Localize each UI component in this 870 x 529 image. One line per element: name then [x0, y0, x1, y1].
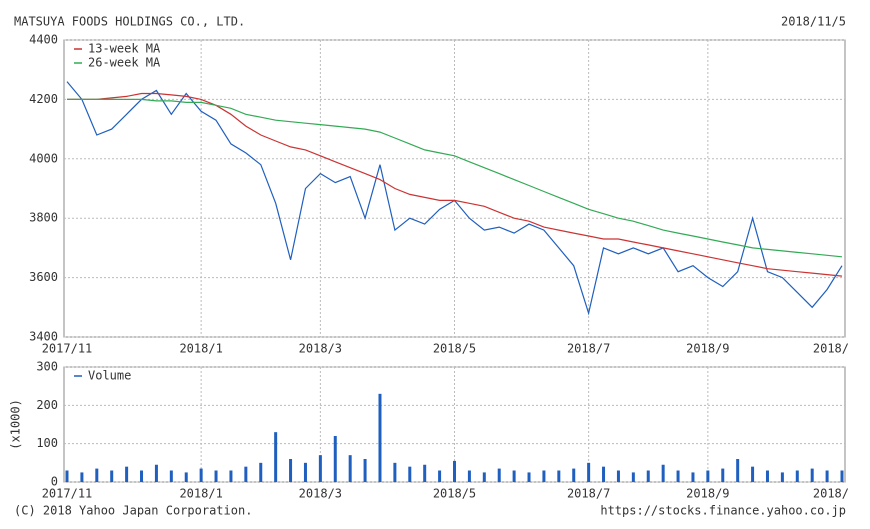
- volume-bar: [363, 459, 367, 482]
- volume-bar: [691, 472, 695, 482]
- volume-bar: [810, 468, 814, 482]
- volume-bar: [229, 470, 233, 482]
- volume-bar: [244, 466, 248, 482]
- x-tick-label: 2018/9: [686, 487, 729, 501]
- volume-bar: [95, 468, 99, 482]
- x-tick-label: 2018/: [813, 487, 849, 501]
- volume-bar: [616, 470, 620, 482]
- x-tick-label: 2018/1: [179, 342, 222, 356]
- volume-bar: [780, 472, 784, 482]
- y-tick-label: 200: [36, 398, 58, 412]
- volume-bar: [110, 470, 114, 482]
- y-tick-label: 0: [51, 475, 58, 489]
- volume-bar: [557, 470, 561, 482]
- volume-bar: [736, 459, 740, 482]
- x-tick-label: 2017/11: [42, 342, 93, 356]
- volume-bar: [631, 472, 635, 482]
- y-axis-label: (x1000): [9, 399, 23, 450]
- volume-bar: [274, 432, 278, 482]
- volume-bar: [199, 468, 203, 482]
- x-tick-label: 2018/3: [299, 487, 342, 501]
- volume-bar: [214, 470, 218, 482]
- volume-bar: [676, 470, 680, 482]
- y-tick-label: 3800: [29, 211, 58, 225]
- x-tick-label: 2018/7: [567, 342, 610, 356]
- y-tick-label: 3400: [29, 330, 58, 344]
- y-tick-label: 4200: [29, 92, 58, 106]
- volume-bar: [423, 464, 427, 482]
- volume-bar: [303, 462, 307, 482]
- volume-bar: [497, 468, 501, 482]
- y-tick-label: 3600: [29, 270, 58, 284]
- x-tick-label: 2018/9: [686, 342, 729, 356]
- x-tick-label: 2018/7: [567, 487, 610, 501]
- volume-bar: [318, 455, 322, 482]
- x-tick-label: 2018/1: [179, 487, 222, 501]
- volume-bar: [438, 470, 442, 482]
- legend-label: 13-week MA: [88, 42, 161, 56]
- volume-bar: [393, 462, 397, 482]
- source-url: https://stocks.finance.yahoo.co.jp: [600, 504, 846, 518]
- x-tick-label: 2017/11: [42, 487, 93, 501]
- price-line: [67, 98, 843, 258]
- y-tick-label: 100: [36, 436, 58, 450]
- volume-bar: [467, 470, 471, 482]
- x-tick-label: 2018/5: [433, 342, 476, 356]
- chart-title: MATSUYA FOODS HOLDINGS CO., LTD.: [14, 15, 245, 29]
- price-line: [67, 92, 843, 277]
- legend-label: 26-week MA: [88, 56, 161, 70]
- volume-bar: [154, 464, 158, 482]
- volume-bar: [512, 470, 516, 482]
- volume-bar: [840, 470, 844, 482]
- chart-date: 2018/11/5: [781, 15, 846, 29]
- volume-bar: [125, 466, 129, 482]
- volume-bar: [706, 470, 710, 482]
- volume-bar: [825, 470, 829, 482]
- volume-bar: [453, 460, 456, 482]
- volume-bar: [348, 455, 352, 482]
- volume-bar: [795, 470, 799, 482]
- volume-bar: [333, 436, 337, 482]
- volume-bar: [289, 459, 293, 482]
- volume-bar: [259, 462, 263, 482]
- volume-bar: [140, 470, 144, 482]
- volume-bar: [184, 472, 188, 482]
- volume-bar: [482, 472, 486, 482]
- volume-bar: [661, 464, 665, 482]
- volume-bar: [572, 468, 576, 482]
- volume-bar: [378, 393, 382, 482]
- volume-bar: [765, 470, 769, 482]
- volume-bar: [721, 468, 725, 482]
- y-tick-label: 300: [36, 360, 58, 374]
- x-tick-label: 2018/5: [433, 487, 476, 501]
- y-tick-label: 4000: [29, 151, 58, 165]
- volume-bar: [542, 470, 546, 482]
- copyright: (C) 2018 Yahoo Japan Corporation.: [14, 504, 252, 518]
- volume-bar: [527, 472, 531, 482]
- volume-bar: [65, 470, 69, 482]
- legend-label: Volume: [88, 369, 131, 383]
- volume-bar: [646, 470, 650, 482]
- volume-bar: [169, 470, 173, 482]
- y-tick-label: 4400: [29, 33, 58, 47]
- volume-bar: [80, 472, 84, 482]
- volume-bar: [587, 462, 591, 482]
- volume-bar: [751, 466, 755, 482]
- volume-bar: [408, 466, 412, 482]
- volume-bar: [602, 466, 606, 482]
- x-tick-label: 2018/: [813, 342, 849, 356]
- x-tick-label: 2018/3: [299, 342, 342, 356]
